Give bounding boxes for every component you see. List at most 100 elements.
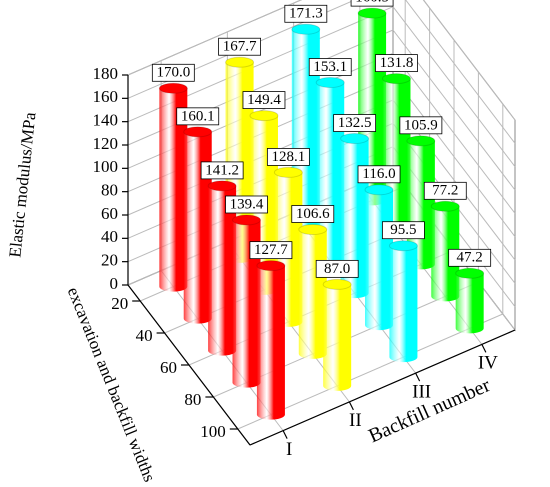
z-tick-label: 120 bbox=[93, 134, 119, 153]
bar-top bbox=[158, 82, 188, 94]
bar-body bbox=[256, 265, 285, 420]
value-label-box bbox=[218, 37, 261, 56]
value-label: 77.2 bbox=[423, 181, 467, 200]
z-tick-label: 100 bbox=[93, 157, 119, 176]
grid-line bbox=[127, 0, 303, 76]
value-label-text: 149.4 bbox=[247, 92, 281, 108]
tick-mark bbox=[481, 344, 487, 353]
x-tick-label: II bbox=[349, 410, 362, 431]
bar-body bbox=[232, 219, 261, 388]
value-label-text: 87.0 bbox=[324, 261, 350, 277]
value-label-box bbox=[315, 259, 359, 278]
x-axis bbox=[249, 329, 516, 446]
value-label-text: 105.9 bbox=[404, 117, 438, 133]
bar-body bbox=[455, 273, 484, 334]
value-label-text: 171.3 bbox=[289, 6, 323, 22]
bar-top bbox=[430, 200, 460, 212]
value-label-box bbox=[291, 205, 335, 223]
value-label-text: 127.7 bbox=[254, 242, 288, 258]
value-label-box bbox=[375, 54, 418, 73]
bar bbox=[322, 278, 352, 391]
bar-top bbox=[291, 23, 321, 35]
value-label-text: 131.8 bbox=[380, 55, 414, 71]
depth-tick-label: 20 bbox=[111, 294, 128, 313]
bar-body bbox=[323, 284, 352, 391]
value-label: 167.7 bbox=[218, 37, 261, 56]
bar-top bbox=[249, 110, 279, 122]
value-label: 153.1 bbox=[308, 58, 352, 76]
value-label: 160.1 bbox=[176, 107, 220, 126]
value-label-box bbox=[333, 114, 377, 132]
depth-axis-title: excavation and backfill widths bbox=[64, 284, 160, 484]
value-label-text: 132.5 bbox=[338, 115, 372, 131]
bar-top bbox=[273, 166, 303, 178]
bar-top bbox=[455, 267, 485, 279]
bar-top bbox=[357, 7, 387, 19]
value-label-box bbox=[266, 148, 310, 166]
bar-top bbox=[406, 135, 436, 147]
bar-body bbox=[159, 88, 188, 292]
value-label: 132.5 bbox=[333, 114, 377, 132]
value-label-box bbox=[151, 63, 195, 82]
tick-mark bbox=[415, 372, 421, 382]
value-label-text: 95.5 bbox=[390, 222, 416, 238]
bar-top bbox=[315, 77, 345, 89]
value-label-box bbox=[225, 195, 268, 214]
z-tick-label: 180 bbox=[93, 64, 119, 83]
bar-top bbox=[207, 180, 237, 192]
bar bbox=[298, 224, 328, 359]
z-tick-label: 60 bbox=[101, 204, 118, 223]
value-label-text: 170.0 bbox=[156, 65, 190, 81]
depth-tick-label: 80 bbox=[184, 390, 201, 409]
depth-tick-label: 40 bbox=[136, 326, 153, 345]
z-tick-label: 20 bbox=[101, 251, 118, 270]
depth-tick-label: 100 bbox=[200, 422, 226, 441]
value-label: 87.0 bbox=[315, 259, 359, 278]
bar bbox=[183, 126, 213, 324]
value-label-box bbox=[249, 241, 293, 260]
value-label-text: 106.6 bbox=[296, 206, 330, 222]
value-label-text: 153.1 bbox=[313, 59, 347, 75]
value-label: 47.2 bbox=[448, 248, 492, 267]
value-label-box bbox=[176, 107, 220, 126]
bar bbox=[232, 214, 262, 388]
z-tick-label: 0 bbox=[110, 274, 119, 293]
value-label-text: 116.0 bbox=[362, 166, 395, 182]
value-label-text: 77.2 bbox=[432, 183, 458, 199]
depth-axis bbox=[127, 284, 251, 446]
bar bbox=[430, 200, 460, 302]
bar-top bbox=[381, 73, 411, 85]
value-label-text: 128.1 bbox=[272, 149, 306, 165]
value-label-box bbox=[357, 165, 401, 184]
bar bbox=[256, 260, 286, 420]
bar-top bbox=[256, 260, 286, 272]
bar-top bbox=[388, 240, 418, 252]
bar bbox=[207, 180, 237, 356]
bar bbox=[455, 267, 485, 334]
x-tick-label: IV bbox=[478, 353, 498, 374]
value-label-text: 160.5 bbox=[355, 0, 389, 6]
value-label-text: 141.2 bbox=[205, 162, 239, 178]
value-label-text: 160.1 bbox=[181, 108, 215, 124]
z-tick-label: 40 bbox=[101, 227, 118, 246]
z-tick-label: 160 bbox=[93, 87, 119, 106]
depth-tick-label: 60 bbox=[160, 358, 177, 377]
bar-top bbox=[225, 56, 255, 68]
bar-body bbox=[183, 131, 212, 324]
value-label: 128.1 bbox=[266, 148, 310, 166]
value-label-box bbox=[382, 221, 425, 240]
value-label: 141.2 bbox=[200, 161, 244, 180]
bar-body bbox=[389, 245, 418, 363]
value-label: 160.5 bbox=[350, 0, 394, 7]
value-label: 127.7 bbox=[249, 241, 293, 260]
value-label: 149.4 bbox=[242, 91, 286, 109]
bar-body bbox=[208, 185, 237, 356]
value-label: 116.0 bbox=[357, 165, 401, 184]
value-label-text: 47.2 bbox=[457, 250, 483, 266]
tick-mark bbox=[282, 430, 288, 439]
x-tick-label: III bbox=[412, 381, 431, 402]
value-label-box bbox=[308, 58, 352, 76]
value-label-box bbox=[284, 4, 328, 23]
x-tick-label: I bbox=[286, 439, 292, 460]
